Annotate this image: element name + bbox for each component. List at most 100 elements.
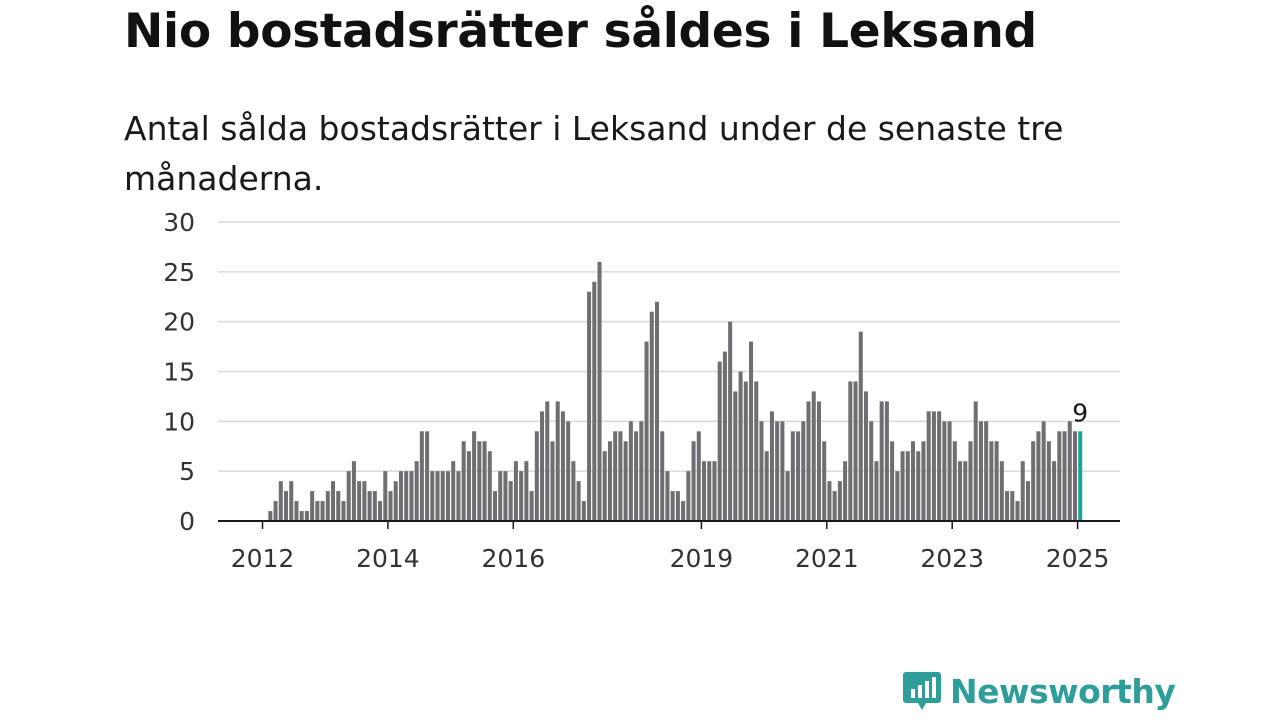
bar: [989, 441, 994, 521]
bar: [754, 381, 759, 521]
bar: [1062, 431, 1067, 521]
bar: [806, 401, 811, 521]
bar: [393, 481, 398, 521]
bar: [931, 411, 936, 521]
bar: [461, 441, 466, 521]
bar: [837, 481, 842, 521]
bar: [858, 331, 863, 521]
bar: [702, 461, 707, 521]
bar: [508, 481, 513, 521]
bar: [519, 471, 524, 521]
bar: [383, 471, 388, 521]
bar: [440, 471, 445, 521]
bar: [999, 461, 1004, 521]
bar: [1015, 501, 1020, 521]
bar: [759, 421, 764, 521]
bar: [717, 361, 722, 521]
bar: [691, 441, 696, 521]
chart-subtitle: Antal sålda bostadsrätter i Leksand unde…: [124, 109, 1064, 198]
bar: [811, 391, 816, 521]
bar: [963, 461, 968, 521]
bar: [336, 491, 341, 521]
bar: [707, 461, 712, 521]
x-tick-label: 2014: [356, 544, 420, 573]
bar: [524, 461, 529, 521]
bar: [425, 431, 430, 521]
bar: [743, 381, 748, 521]
bar: [853, 381, 858, 521]
bar: [1025, 481, 1030, 521]
bar: [576, 481, 581, 521]
bar: [942, 421, 947, 521]
bar: [346, 471, 351, 521]
bar: [890, 441, 895, 521]
bar: [780, 421, 785, 521]
bar: [660, 431, 665, 521]
y-tick-label: 10: [163, 407, 195, 436]
bar: [623, 441, 628, 521]
bars: [268, 261, 1083, 521]
bar: [1067, 421, 1072, 521]
bar: [863, 391, 868, 521]
bar: [712, 461, 717, 521]
bar: [916, 451, 921, 521]
bar: [675, 491, 680, 521]
bar: [827, 481, 832, 521]
bar: [571, 461, 576, 521]
bar: [801, 421, 806, 521]
last-value-label: 9: [1072, 398, 1088, 427]
bar: [388, 491, 393, 521]
bar: [560, 411, 565, 521]
y-tick-label: 5: [179, 457, 195, 486]
bar: [503, 471, 508, 521]
bar: [607, 441, 612, 521]
bar-highlight: [1078, 431, 1083, 521]
bar: [351, 461, 356, 521]
bar: [1036, 431, 1041, 521]
bar: [958, 461, 963, 521]
bar: [268, 511, 273, 521]
bar: [895, 471, 900, 521]
bar: [414, 461, 419, 521]
bar: [843, 461, 848, 521]
bar: [1046, 441, 1051, 521]
bar: [482, 441, 487, 521]
bar: [874, 461, 879, 521]
bar: [477, 441, 482, 521]
bar: [419, 431, 424, 521]
bar: [686, 471, 691, 521]
bar: [284, 491, 289, 521]
bar: [764, 451, 769, 521]
bar: [325, 491, 330, 521]
bar: [409, 471, 414, 521]
bar: [796, 431, 801, 521]
y-tick-label: 15: [163, 358, 195, 387]
bar: [822, 441, 827, 521]
bar: [320, 501, 325, 521]
bar: [597, 261, 602, 521]
bar: [592, 281, 597, 521]
bar: [378, 501, 383, 521]
bar: [1057, 431, 1062, 521]
bar: [722, 351, 727, 521]
bar: [581, 501, 586, 521]
bar: [513, 461, 518, 521]
bar: [362, 481, 367, 521]
bar: [273, 501, 278, 521]
bar: [540, 411, 545, 521]
bar: [498, 471, 503, 521]
bar: [555, 401, 560, 521]
bar: [299, 511, 304, 521]
bar: [884, 401, 889, 521]
bar: [618, 431, 623, 521]
bar: [1072, 431, 1077, 521]
bar: [435, 471, 440, 521]
bar: [341, 501, 346, 521]
bar: [968, 441, 973, 521]
bar: [278, 481, 283, 521]
bar: [545, 401, 550, 521]
bar: [487, 451, 492, 521]
bar: [634, 431, 639, 521]
bar: [315, 501, 320, 521]
